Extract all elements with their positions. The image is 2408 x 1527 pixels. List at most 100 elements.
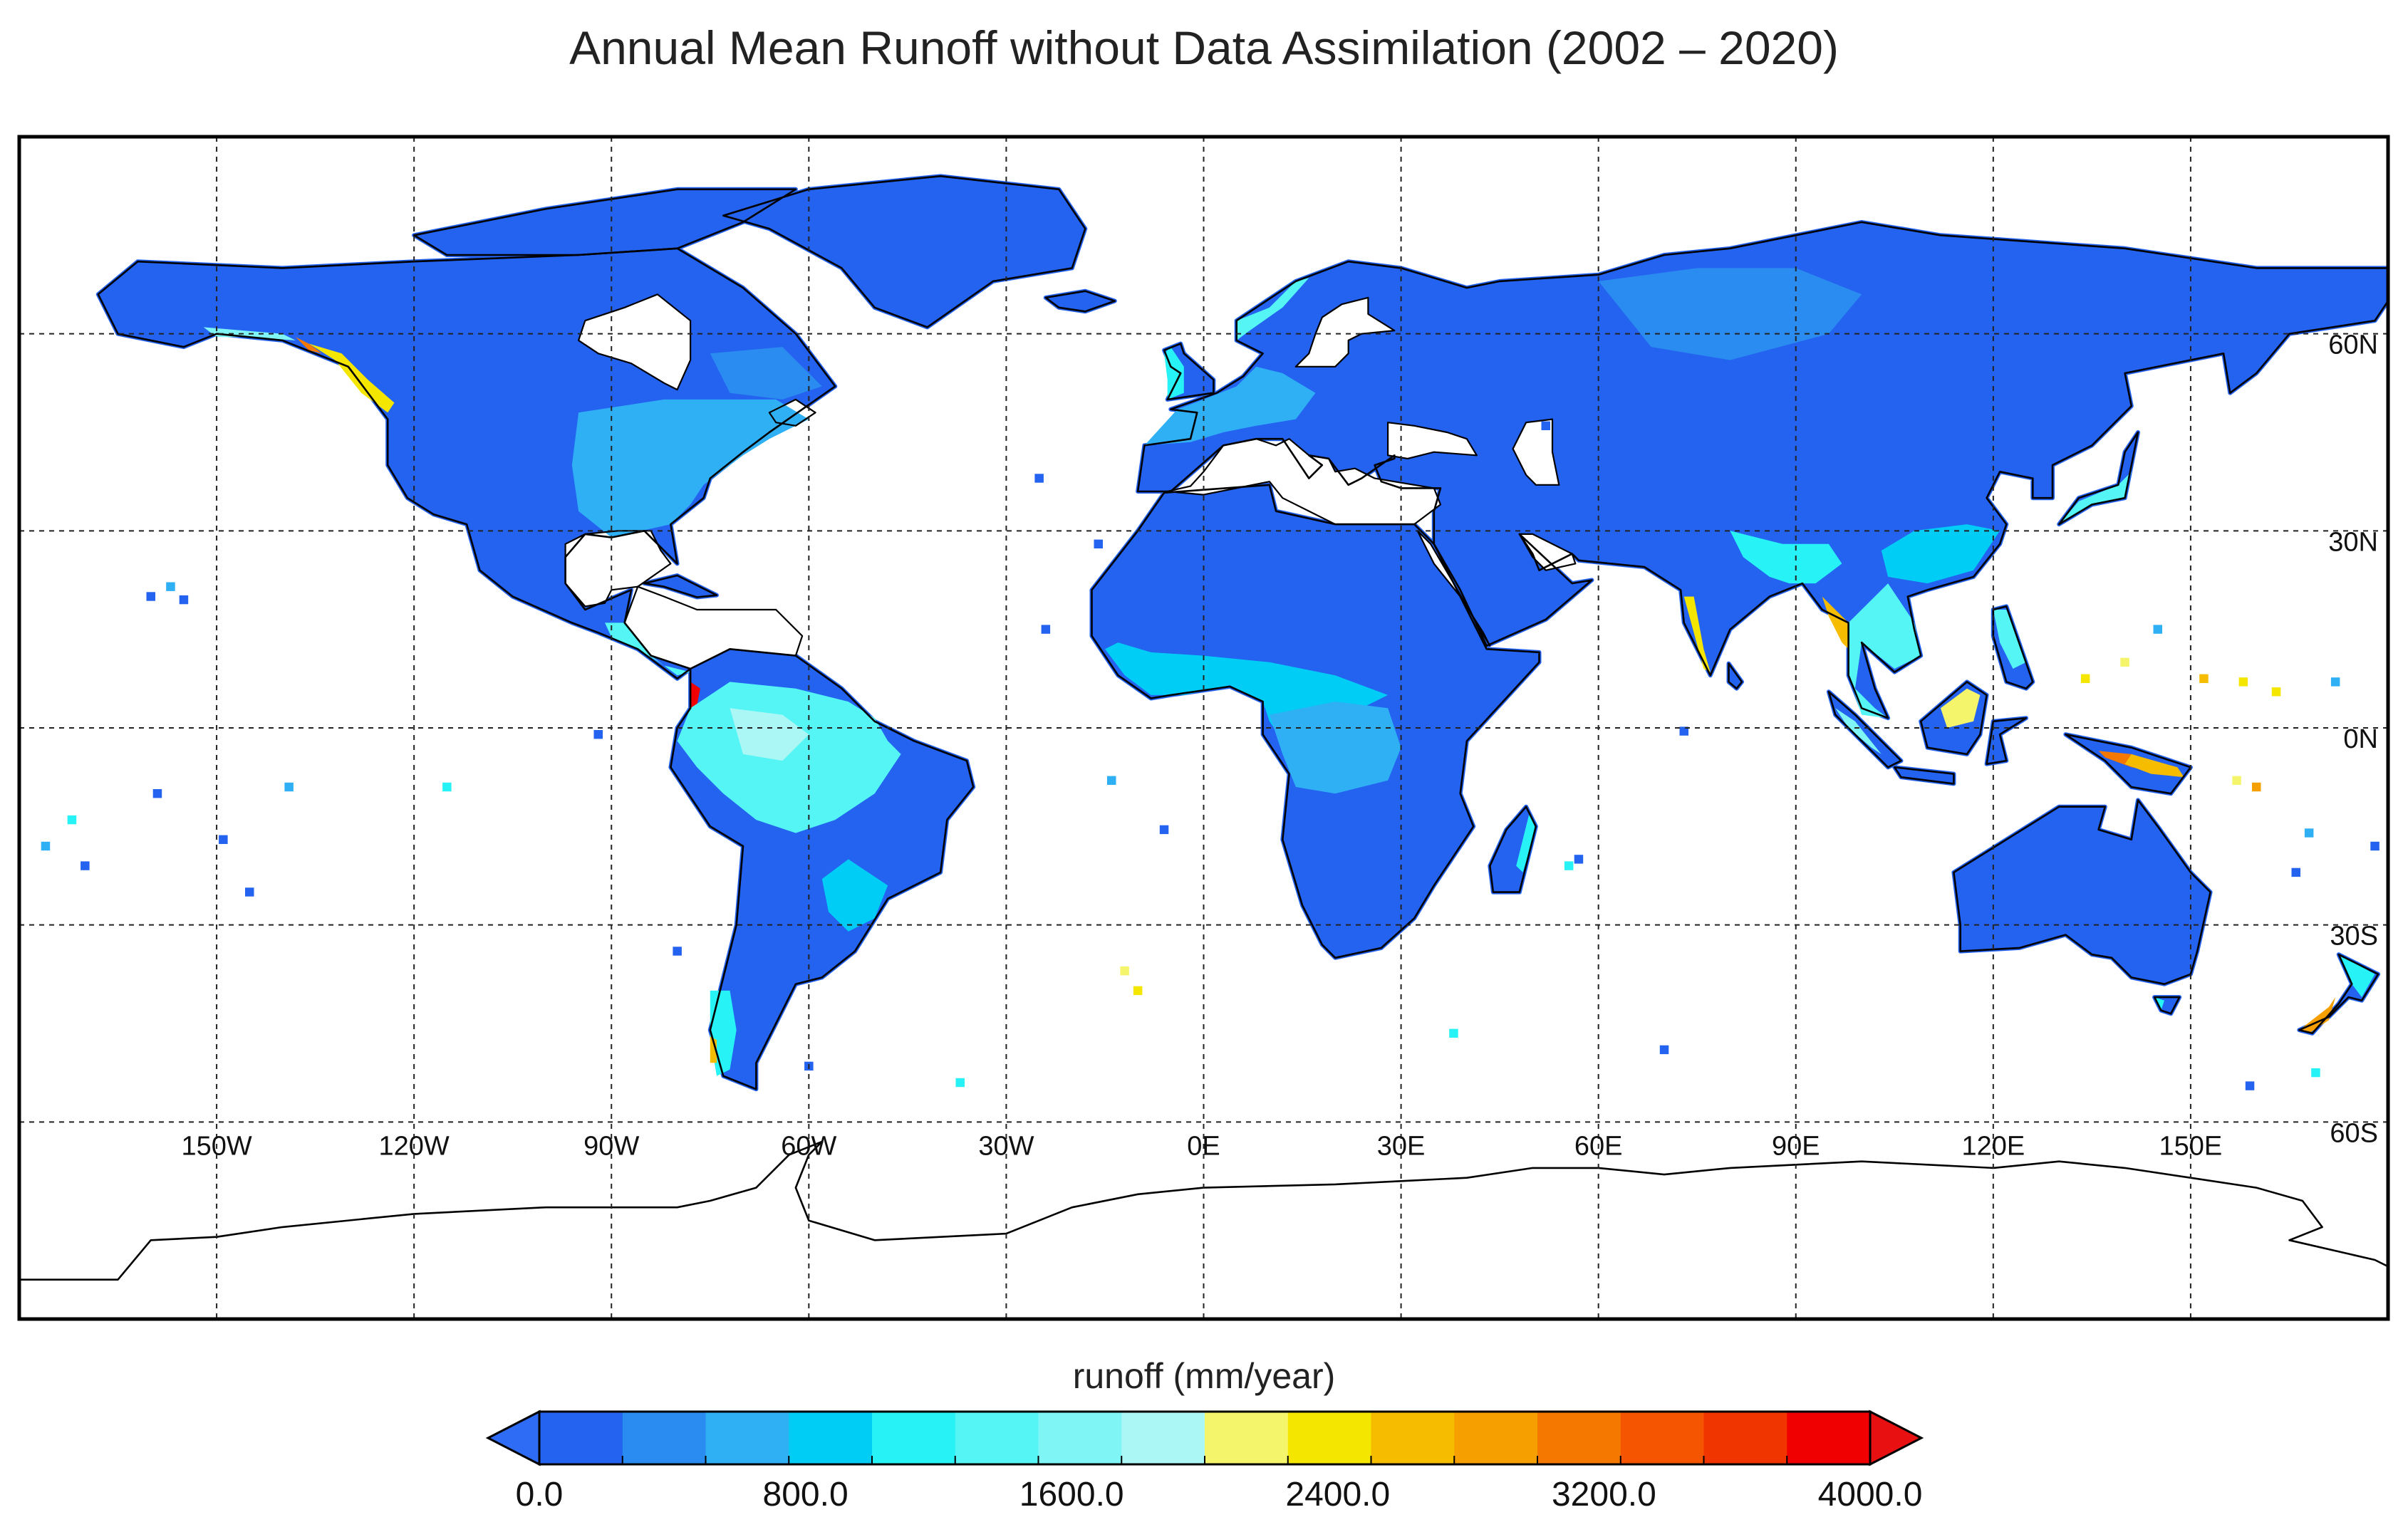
ocean-cells-layer [41, 421, 2380, 1090]
grid-cell [1564, 861, 1574, 870]
colorbar-swatch [1454, 1412, 1538, 1464]
lon-tick-label: 150W [181, 1131, 251, 1161]
runoff-patagonia-coast [710, 1036, 717, 1063]
colorbar-swatch [1038, 1412, 1122, 1464]
lon-tick-label: 60W [781, 1131, 836, 1161]
colorbar-swatch [1537, 1412, 1621, 1464]
grid-cell [152, 789, 162, 798]
grid-cell [219, 835, 228, 844]
colorbar-swatch [1620, 1412, 1705, 1464]
coastline-tasmania [2153, 996, 2181, 1015]
coastline-great-britain [1163, 343, 1215, 401]
water-hudson-bay [578, 294, 691, 390]
runoff-british-isles [1164, 347, 1184, 400]
colorbar-swatch [705, 1412, 789, 1464]
lon-tick-label: 150E [2159, 1131, 2223, 1161]
colorbar-tick-label: 4000.0 [1818, 1476, 1923, 1513]
coastline-red-sea [1416, 530, 1491, 647]
colorbar-over-arrow [1869, 1409, 1924, 1466]
runoff-western-ghats [1683, 596, 1711, 672]
coastline-java [1894, 766, 1955, 785]
grid-cell [2245, 1081, 2255, 1090]
grid-cell [2232, 776, 2241, 785]
coastline-sri-lanka [1728, 662, 1743, 690]
runoff-madagascar-east [1516, 813, 1536, 872]
grid-cell [1541, 421, 1550, 430]
grid-cell [2271, 687, 2281, 697]
runoff-north-island [2338, 954, 2375, 998]
lon-tick-label: 0E [1187, 1131, 1220, 1161]
lon-tick-label: 30E [1377, 1131, 1426, 1161]
water-black-sea [1388, 422, 1477, 459]
grid-cell [2252, 782, 2261, 792]
chart-title: Annual Mean Runoff without Data Assimila… [569, 21, 1839, 74]
water-persian-gulf [1519, 533, 1576, 570]
runoff-southeast-asia-peninsula [1848, 583, 1921, 719]
colorbar-tick-label: 800.0 [763, 1476, 848, 1513]
colorbar-swatch [1205, 1412, 1289, 1464]
coastline-caribbean-sea [623, 585, 804, 670]
coastline-hudson-bay [577, 293, 692, 391]
colorbar-swatch [539, 1412, 623, 1464]
graticule [19, 137, 2388, 1319]
grid-cell [2120, 657, 2129, 667]
coastline-north-america [97, 247, 836, 680]
coastline-new-zealand [2298, 953, 2380, 1035]
runoff-western-europe [1144, 366, 1316, 446]
colorbar-swatch [955, 1412, 1039, 1464]
grid-cell [179, 595, 189, 605]
colorbar-swatch [1121, 1412, 1205, 1464]
grid-cell [2153, 625, 2162, 634]
coastline-australia [1953, 799, 2211, 985]
grid-cell [284, 782, 294, 792]
water-caribbean-sea [624, 586, 803, 669]
runoff-brazil-south [821, 859, 888, 932]
coastline-caspian-sea [1512, 418, 1560, 486]
coastline-japan [2057, 431, 2139, 526]
grid-cell [2370, 841, 2380, 851]
grid-cell [593, 730, 603, 739]
map-frame [17, 135, 2390, 1321]
colorbar-under-arrow [485, 1409, 541, 1466]
grid-cell [245, 887, 254, 897]
runoff-myanmar-coast [1822, 596, 1849, 650]
grid-cell [1034, 474, 1044, 483]
runoff-quebec-labrador [710, 347, 822, 400]
grid-cell [1449, 1028, 1458, 1038]
coastline-sulawesi [1986, 716, 2028, 765]
grid-cell [2080, 674, 2090, 683]
lat-tick-label: 0N [2343, 724, 2378, 754]
colorbar-swatch [1287, 1412, 1372, 1464]
colorbar-tick-label: 2400.0 [1285, 1476, 1390, 1513]
grid-cell [2291, 867, 2300, 877]
colorbar-swatch [1787, 1412, 1871, 1464]
lat-tick-label: 60N [2328, 330, 2378, 360]
runoff-philippines [1993, 610, 2026, 669]
water-mediterranean-sea [1167, 439, 1441, 525]
lon-tick-label: 120W [379, 1131, 450, 1161]
grid-cell [1659, 1045, 1669, 1055]
runoff-field-layer [203, 268, 2375, 1076]
grid-cell [1679, 726, 1688, 736]
runoff-central-america [605, 622, 691, 676]
lon-tick-label: 90E [1772, 1131, 1820, 1161]
coastline-eurasia [1136, 221, 2388, 719]
coastline-canadian-arctic-islands [412, 188, 797, 256]
grid-cell [1159, 825, 1169, 835]
colorbar-tick-label: 0.0 [516, 1476, 564, 1513]
colorbar-label: runoff (mm/year) [1072, 1356, 1336, 1396]
grid-cell [41, 841, 51, 851]
grid-cell [1094, 539, 1103, 548]
lon-tick-label: 120E [1961, 1131, 2025, 1161]
grid-cell [2199, 674, 2209, 683]
runoff-congo-basin [1269, 702, 1401, 794]
water-gulf-of-mexico [565, 531, 671, 607]
grid-cell [2311, 1068, 2320, 1078]
colorbar-swatch [1371, 1412, 1455, 1464]
grid-cell [1120, 966, 1129, 976]
colorbar-swatch [872, 1412, 956, 1464]
coastline-borneo [1919, 681, 1988, 756]
axis-labels: 150W 120W 90W 60W 30W 0E 30E 60E 90E 120E 150E 60N 3… [181, 330, 2378, 1162]
coastline-madagascar [1489, 806, 1537, 893]
